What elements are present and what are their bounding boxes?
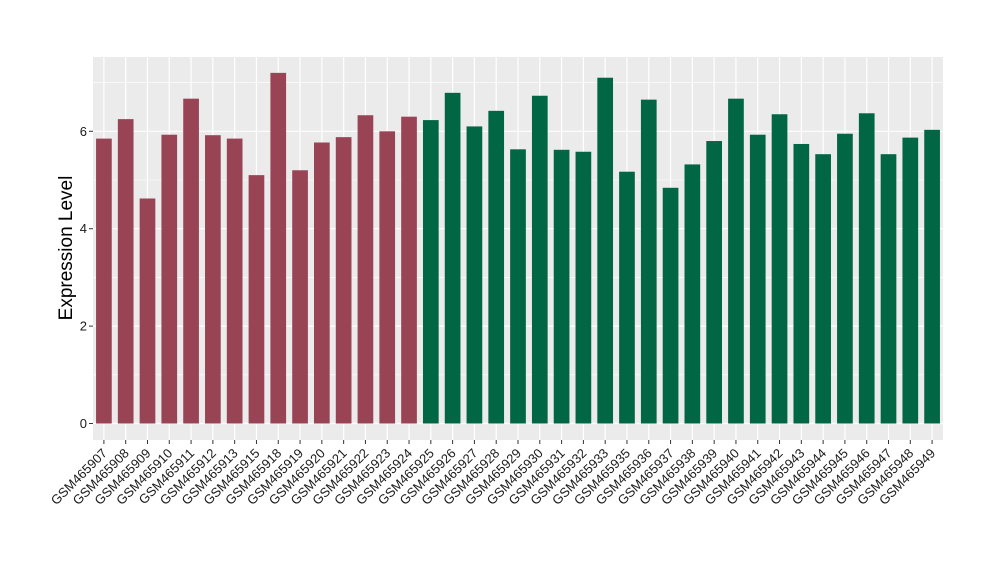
bar-GSM465919 [292, 170, 308, 424]
bar-GSM465946 [858, 113, 875, 424]
bar-GSM465945 [837, 133, 853, 424]
bar-GSM465909 [139, 198, 156, 424]
bar-GSM465949 [924, 129, 940, 424]
bar-GSM465936 [640, 99, 657, 424]
bars [96, 72, 940, 424]
y-tick-label: 4 [80, 221, 87, 236]
bar-GSM465910 [161, 134, 178, 424]
bar-GSM465941 [749, 134, 766, 424]
y-axis: 0 2 4 6 [80, 124, 93, 431]
bar-GSM465912 [205, 135, 221, 424]
bar-GSM465920 [314, 142, 330, 424]
bar-GSM465907 [96, 138, 112, 424]
bar-GSM465925 [422, 120, 439, 424]
y-tick-label: 0 [80, 416, 87, 431]
bar-GSM465926 [444, 92, 461, 424]
bar-GSM465913 [226, 138, 243, 424]
y-tick-label: 2 [80, 319, 87, 334]
bar-GSM465924 [401, 116, 417, 424]
bar-GSM465922 [357, 115, 374, 424]
bar-GSM465930 [531, 95, 548, 424]
bar-GSM465935 [619, 171, 635, 424]
bar-GSM465933 [597, 77, 614, 424]
bar-GSM465915 [248, 175, 265, 424]
bar-GSM465942 [771, 114, 788, 424]
bar-GSM465921 [335, 137, 352, 424]
bar-GSM465927 [466, 126, 483, 424]
bar-GSM465937 [662, 187, 679, 424]
bar-GSM465923 [379, 131, 396, 424]
x-axis: GSM465907GSM465908GSM465909GSM465910GSM4… [48, 440, 938, 508]
bar-GSM465931 [553, 149, 570, 424]
bar-GSM465929 [510, 149, 526, 424]
bar-GSM465938 [684, 164, 701, 424]
bar-GSM465947 [880, 154, 897, 424]
bar-GSM465943 [793, 143, 810, 424]
bar-GSM465944 [815, 154, 831, 424]
bar-GSM465939 [706, 141, 722, 424]
y-tick-label: 6 [80, 124, 87, 139]
bar-GSM465928 [488, 110, 505, 424]
y-axis-title: Expression Level [56, 176, 77, 321]
bar-GSM465948 [902, 137, 919, 424]
bar-GSM465932 [575, 151, 592, 424]
bar-GSM465940 [728, 98, 744, 424]
bar-GSM465908 [117, 119, 134, 424]
bar-GSM465911 [183, 98, 199, 424]
bar-GSM465918 [270, 72, 287, 424]
